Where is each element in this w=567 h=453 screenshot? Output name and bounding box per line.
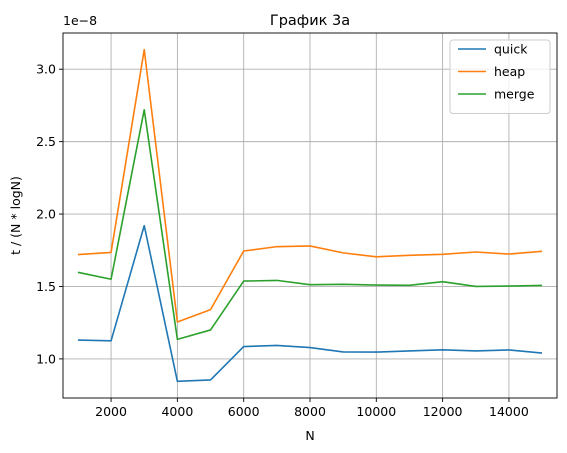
chart-title: График 3а (270, 13, 350, 29)
y-tick-label: 2.0 (36, 207, 56, 222)
legend-box (449, 39, 551, 114)
y-axis-offset-label: 1e−8 (63, 13, 97, 28)
x-axis-ticks: 2000 4000 6000 8000 10000 12000 14000 (95, 398, 529, 419)
series-line-quick (77, 224, 543, 383)
x-tick-label: 10000 (356, 404, 396, 419)
y-axis-label: t / (N * logN) (8, 176, 23, 255)
x-tick-label: 14000 (489, 404, 529, 419)
x-axis-label: N (305, 428, 314, 443)
legend-label: heap (494, 64, 525, 79)
x-tick-label: 8000 (294, 404, 326, 419)
y-axis-ticks: 1.0 1.5 2.0 2.5 3.0 (36, 62, 63, 366)
legend-label: quick (494, 42, 528, 57)
y-tick-label: 1.0 (36, 351, 56, 366)
legend-label: merge (494, 87, 535, 102)
legend-item-quick: quick (458, 42, 528, 57)
y-tick-label: 1.5 (36, 279, 56, 294)
legend-item-merge: merge (458, 87, 535, 102)
y-tick-label: 2.5 (36, 134, 56, 149)
grid-lines (63, 33, 557, 398)
legend-items: quick heap merge (458, 42, 535, 102)
legend: quick heap merge (449, 39, 551, 114)
series-lines (77, 48, 543, 383)
x-tick-label: 2000 (95, 404, 127, 419)
series-line-merge (77, 108, 543, 341)
series-line-heap (77, 48, 543, 323)
x-tick-label: 6000 (228, 404, 260, 419)
y-tick-label: 3.0 (36, 62, 56, 77)
x-tick-label: 4000 (161, 404, 193, 419)
legend-item-heap: heap (458, 64, 525, 79)
x-tick-label: 12000 (423, 404, 463, 419)
